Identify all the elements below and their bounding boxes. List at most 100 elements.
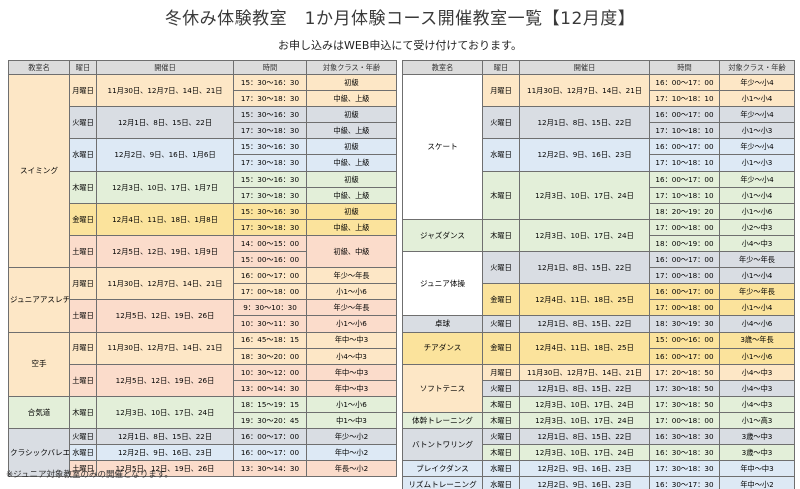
day-cell: 水曜日: [482, 138, 520, 172]
target-cell: 小1～小4: [719, 186, 795, 204]
table-row: 体幹トレーニング 木曜日 12月3日、10日、17日、24日 17：00～18：00 小…: [402, 411, 795, 430]
table-row: ブレイクダンス 水曜日 12月2日、9日、16日、23日 17：30～18：30 年中～…: [402, 460, 795, 478]
table-row: 17：30～18：30 中級、上級: [9, 218, 397, 236]
day-cell: 木曜日: [482, 170, 520, 220]
table-row: 木曜日 12月3日、10日、17日、24日 17：30～18：50 小4～中3: [403, 395, 795, 413]
dates-cell: 11月30日、12月7日、14日、21日: [519, 363, 650, 381]
time-cell: 16：00～17：00: [649, 138, 720, 156]
day-cell: 木曜日: [482, 411, 520, 430]
time-cell: 17：30～18：50: [649, 379, 720, 397]
time-cell: 15：30～16：30: [233, 202, 307, 220]
target-cell: 年少～年長: [719, 283, 795, 301]
time-cell: 18：20～19：20: [649, 202, 720, 220]
target-cell: 年少～小4: [719, 138, 795, 156]
target-cell: 中級、上級: [306, 154, 397, 172]
header-target: 対象クラス・年齢: [719, 60, 795, 75]
day-cell: 金曜日: [69, 202, 97, 236]
table-row: 16：00～17：00 小1～小6: [403, 347, 795, 365]
time-cell: 16：00～17：00: [649, 170, 720, 188]
target-cell: 小4～中3: [719, 379, 795, 397]
class-name: ソフトテニス: [402, 363, 483, 413]
time-cell: 15：30～16：30: [233, 73, 307, 92]
day-cell: 火曜日: [69, 428, 97, 446]
dates-cell: 12月1日、8日、15日、22日: [519, 315, 650, 333]
left-table-body: スイミング 月曜日 11月30日、12月7日、14日、21日 15：30～16：30 初…: [8, 73, 397, 478]
dates-cell: 11月30日、12月7日、14日、21日: [519, 73, 650, 108]
target-cell: 小1～高3: [719, 411, 795, 430]
time-cell: 16：00～17：00: [649, 251, 720, 269]
class-name: スイミング: [8, 73, 70, 269]
dates-cell: 12月2日、9日、16日、23日: [519, 460, 650, 478]
time-cell: 17：10～18：10: [649, 122, 720, 140]
dates-cell: 12月5日、12日、19日、26日: [96, 363, 234, 397]
time-cell: 16：00～17：00: [649, 106, 720, 124]
target-cell: 年少～年長: [719, 251, 795, 269]
time-cell: 17：00～18：00: [649, 411, 720, 430]
time-cell: 17：30～18：30: [233, 218, 307, 236]
day-cell: 火曜日: [482, 315, 520, 333]
day-cell: 火曜日: [482, 379, 520, 397]
time-cell: 17：10～18：10: [649, 90, 720, 108]
time-cell: 17：30～18：30: [233, 90, 307, 108]
target-cell: 初級: [306, 106, 397, 124]
table-row: ジュニア体操 火曜日 12月1日、8日、15日、22日 16：00～17：00 年少～年…: [402, 251, 795, 317]
day-cell: 木曜日: [69, 170, 97, 204]
day-cell: 水曜日: [69, 444, 97, 462]
dates-cell: 12月1日、8日、15日、22日: [519, 106, 650, 140]
table-row: 火曜日 12月1日、8日、15日、22日 17：30～18：50 小4～中3: [403, 379, 795, 397]
right-table-body: スケート 月曜日 11月30日、12月7日、14日、21日 16：00～17：00 年少…: [402, 73, 795, 489]
table-row: 水曜日 12月2日、9日、16日、1月6日 15：30～16：30 初級: [9, 138, 397, 172]
target-cell: 小4～小6: [719, 315, 795, 333]
target-cell: 小4～中3: [719, 395, 795, 413]
time-cell: 10：30～11：30: [233, 315, 307, 333]
table-header-row: 教室名 曜日 開催日 時間 対象クラス・年齢: [8, 60, 397, 75]
dates-cell: 11月30日、12月7日、14日、21日: [96, 267, 234, 301]
table-row: 木曜日 12月3日、10日、17日、24日 16：30～18：30 3歳～中3: [403, 444, 795, 462]
day-cell: 木曜日: [482, 444, 520, 462]
day-cell: 土曜日: [69, 363, 97, 397]
time-cell: 9：30～10：30: [233, 299, 307, 317]
day-cell: 火曜日: [482, 428, 520, 446]
class-name: リズムトレーニング: [402, 476, 483, 489]
target-cell: 小1～小6: [306, 395, 397, 413]
day-cell: 火曜日: [482, 251, 520, 285]
time-cell: 18：30～20：00: [233, 347, 307, 365]
dates-cell: 12月2日、9日、16日、23日: [519, 476, 650, 489]
target-cell: 初級: [306, 73, 397, 92]
day-cell: 土曜日: [69, 460, 97, 478]
dates-cell: 12月1日、8日、15日、22日: [96, 428, 234, 446]
table-row: 18：00～19：00 小4～中3: [403, 234, 795, 253]
time-cell: 18：30～19：30: [649, 315, 720, 333]
time-cell: 13：30～14：30: [233, 460, 307, 478]
target-cell: 年少～年長: [306, 299, 397, 317]
target-cell: 3歳～中3: [719, 428, 795, 446]
target-cell: 3歳～年長: [719, 331, 795, 349]
time-cell: 16：30～18：30: [649, 428, 720, 446]
table-row: 金曜日 12月4日、11日、18日、25日 16：00～17：00 年少～年長: [403, 283, 795, 317]
table-row: 17：30～18：30 中級、上級: [9, 154, 397, 172]
target-cell: 年中～中3: [719, 460, 795, 478]
dates-cell: 11月30日、12月7日、14日、21日: [96, 331, 234, 365]
target-cell: 年中～中3: [306, 363, 397, 381]
day-cell: 土曜日: [69, 299, 97, 333]
dates-cell: 12月5日、12日、19日、26日: [96, 299, 234, 333]
time-cell: 17：10～18：10: [649, 186, 720, 204]
table-row: 17：00～18：00 小1～小4: [403, 267, 795, 285]
class-name: ジュニアアスレチック: [8, 267, 70, 333]
header-class: 教室名: [8, 60, 70, 75]
table-row: ジャズダンス 木曜日 12月3日、10日、17日、24日 17：00～18：00 小2～…: [402, 218, 795, 253]
target-cell: 小4～中3: [719, 234, 795, 253]
dates-cell: 12月4日、11日、18日、25日: [519, 331, 650, 365]
time-cell: 17：00～18：00: [649, 299, 720, 317]
target-cell: 小1～小4: [719, 90, 795, 108]
day-cell: 金曜日: [482, 331, 520, 365]
day-cell: 月曜日: [69, 331, 97, 365]
table-row: 17：30～18：30 中級、上級: [9, 90, 397, 108]
table-row: 卓球 火曜日 12月1日、8日、15日、22日 18：30～19：30 小4～小6: [402, 315, 795, 333]
dates-cell: 12月5日、12日、19日、1月9日: [96, 234, 234, 269]
target-cell: 3歳～中3: [719, 444, 795, 462]
time-cell: 13：00～14：30: [233, 379, 307, 397]
time-cell: 16：30～18：30: [649, 444, 720, 462]
class-name: スケート: [402, 74, 483, 220]
time-cell: 16：00～17：00: [233, 428, 307, 446]
